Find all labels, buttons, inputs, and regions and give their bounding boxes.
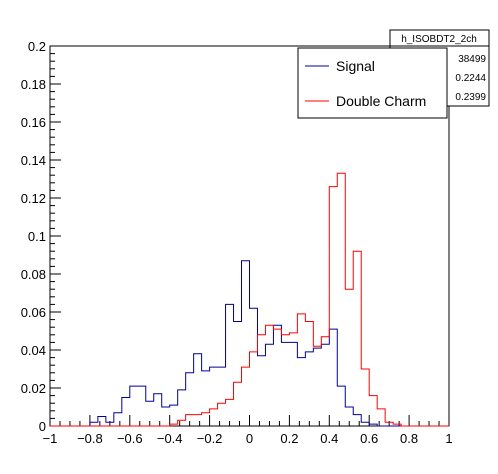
y-tick-label: 0.18 (21, 77, 46, 92)
y-tick-label: 0.2 (28, 39, 46, 54)
y-tick-label: 0.04 (21, 343, 46, 358)
y-tick-label: 0.08 (21, 267, 46, 282)
stats-title: h_ISOBDT2_2ch (401, 34, 477, 45)
tick-labels: −1 −0.8 −0.6 −0.4 −0.2 0 0.2 0.4 0.6 0.8 1 0 0.02 0.0… (21, 39, 453, 446)
y-tick-label: 0 (39, 419, 46, 434)
legend-label-signal: Signal (336, 58, 375, 74)
y-tick-label: 0.1 (28, 229, 46, 244)
ticks (49, 45, 450, 427)
x-tick-label: 0 (246, 431, 253, 446)
x-tick-label: −0.6 (117, 431, 143, 446)
x-tick-label: −1 (43, 431, 58, 446)
legend-label-double-charm: Double Charm (336, 93, 426, 109)
x-tick-label: −0.4 (157, 431, 183, 446)
x-tick-label: 0.2 (280, 431, 298, 446)
legend-box (297, 47, 448, 119)
stats-mean-value: 0.2244 (455, 73, 486, 84)
y-tick-label: 0.14 (21, 153, 46, 168)
y-tick-label: 0.16 (21, 115, 46, 130)
x-tick-label: −0.2 (197, 431, 223, 446)
histogram-series (50, 172, 449, 427)
y-tick-label: 0.12 (21, 191, 46, 206)
series-double-charm (50, 172, 449, 427)
stats-entries-value: 38499 (458, 54, 486, 65)
series-signal (50, 260, 449, 427)
x-tick-label: 0.6 (360, 431, 378, 446)
legend: Signal Double Charm (297, 47, 448, 119)
y-tick-label: 0.02 (21, 381, 46, 396)
x-tick-label: 0.8 (400, 431, 418, 446)
x-tick-label: 0.4 (320, 431, 338, 446)
x-tick-label: −0.8 (77, 431, 103, 446)
y-tick-label: 0.06 (21, 305, 46, 320)
x-tick-label: 1 (445, 431, 452, 446)
stats-stddev-value: 0.2399 (455, 92, 486, 103)
